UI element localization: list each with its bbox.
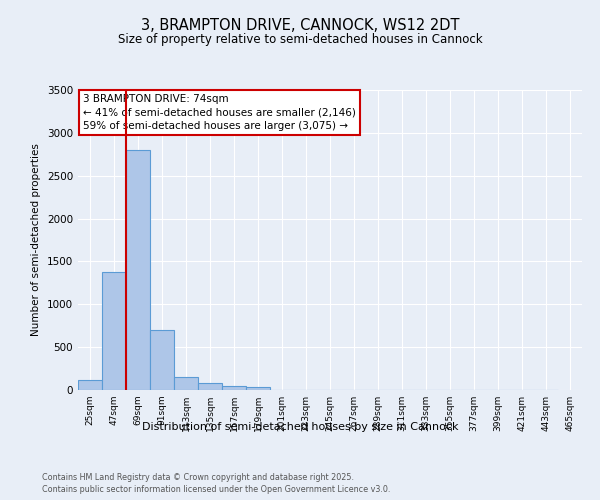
Text: 3 BRAMPTON DRIVE: 74sqm
← 41% of semi-detached houses are smaller (2,146)
59% of: 3 BRAMPTON DRIVE: 74sqm ← 41% of semi-de… [83, 94, 356, 131]
Bar [174, 376, 198, 390]
Bar [126, 150, 150, 390]
Bar [78, 380, 102, 390]
Bar [102, 272, 126, 390]
Bar [150, 330, 174, 390]
Text: 3, BRAMPTON DRIVE, CANNOCK, WS12 2DT: 3, BRAMPTON DRIVE, CANNOCK, WS12 2DT [141, 18, 459, 32]
Bar [222, 386, 246, 390]
Y-axis label: Number of semi-detached properties: Number of semi-detached properties [31, 144, 41, 336]
Bar [246, 388, 270, 390]
Text: Contains HM Land Registry data © Crown copyright and database right 2025.: Contains HM Land Registry data © Crown c… [42, 472, 354, 482]
Text: Distribution of semi-detached houses by size in Cannock: Distribution of semi-detached houses by … [142, 422, 458, 432]
Text: Contains public sector information licensed under the Open Government Licence v3: Contains public sector information licen… [42, 485, 391, 494]
Text: Size of property relative to semi-detached houses in Cannock: Size of property relative to semi-detach… [118, 32, 482, 46]
Bar [198, 383, 222, 390]
